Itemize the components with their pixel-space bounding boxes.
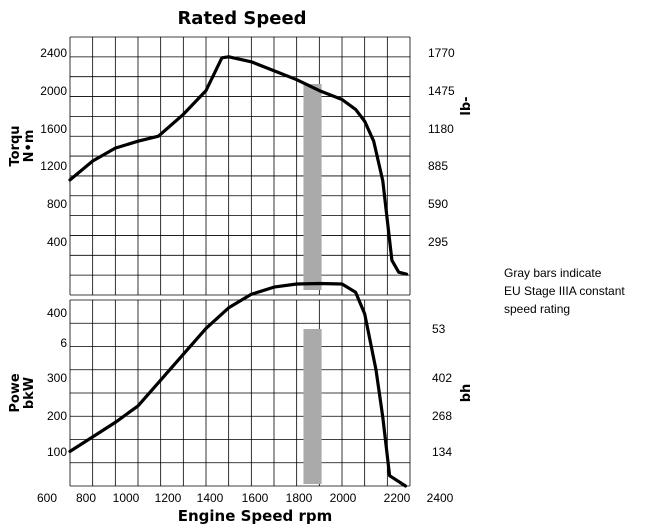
torque-left-tick-label: 400 bbox=[47, 235, 67, 249]
torque-left-tick-label: 2000 bbox=[40, 84, 67, 98]
x-tick-label: 1200 bbox=[155, 491, 182, 505]
x-tick-label: 1000 bbox=[113, 491, 140, 505]
power-left-tick-label: 100 bbox=[47, 445, 67, 459]
torque-left-tick-label: 1600 bbox=[40, 122, 67, 136]
x-tick-label: 1800 bbox=[286, 491, 313, 505]
power-right-tick-label: 402 bbox=[432, 371, 452, 385]
power-axis-label-line: Powe bbox=[8, 373, 23, 412]
power-line bbox=[70, 284, 406, 487]
torque-right-tick-label: 1180 bbox=[428, 122, 454, 136]
torque-unit-right-label: lb- bbox=[459, 96, 474, 115]
power-axis-label-line: bkW bbox=[22, 377, 37, 409]
power-right-tick-label: 53 bbox=[432, 322, 446, 336]
x-axis-label: Engine Speed rpm bbox=[178, 507, 333, 525]
torque-right-tick-label: 295 bbox=[428, 235, 448, 249]
torque-left-tick-label: 800 bbox=[47, 197, 67, 211]
torque-right-tick-label: 590 bbox=[428, 197, 448, 211]
x-tick-label: 1600 bbox=[242, 491, 269, 505]
x-tick-label: 800 bbox=[76, 491, 96, 505]
power-left-tick-label: 400 bbox=[47, 306, 67, 320]
power-left-tick-label: 200 bbox=[47, 409, 67, 423]
torque-unit-right-label-line: lb- bbox=[459, 96, 474, 115]
x-tick-label: 600 bbox=[37, 491, 57, 505]
power-left-tick-label: 300 bbox=[47, 371, 67, 385]
series-lines bbox=[70, 57, 407, 486]
x-tick-label: 2400 bbox=[427, 491, 454, 505]
gray-bar-torque bbox=[303, 84, 321, 290]
torque-left-tick-label: 1200 bbox=[40, 159, 67, 173]
note-text-line: EU Stage IIIA constant bbox=[504, 284, 625, 298]
torque-axis-label-line: N•m bbox=[22, 130, 37, 163]
power-unit-right-label: bh bbox=[459, 384, 474, 403]
power-right-tick-label: 268 bbox=[432, 409, 452, 423]
torque-line bbox=[70, 57, 407, 274]
power-right-tick-label: 134 bbox=[432, 445, 452, 459]
torque-left-tick-label: 2400 bbox=[40, 46, 67, 60]
x-tick-label: 2200 bbox=[384, 491, 411, 505]
x-tick-label: 1400 bbox=[197, 491, 224, 505]
chart-title: Rated Speed bbox=[177, 8, 306, 29]
note-text-line: Gray bars indicate bbox=[504, 266, 602, 280]
x-tick-label: 2000 bbox=[330, 491, 357, 505]
gray-bar-power bbox=[303, 329, 321, 484]
torque-right-tick-label: 885 bbox=[428, 159, 448, 173]
power-axis-label: Powe bkW bbox=[8, 373, 37, 412]
torque-right-tick-label: 1770 bbox=[428, 46, 455, 60]
torque-axis-label: Torqu N•m bbox=[8, 125, 37, 166]
torque-axis-label-line: Torqu bbox=[8, 125, 23, 166]
torque-right-tick-label: 1475 bbox=[428, 84, 455, 98]
power-left-tick-label: 6 bbox=[60, 336, 67, 350]
power-unit-right-label-line: bh bbox=[459, 384, 474, 403]
note-text-line: speed rating bbox=[504, 302, 570, 316]
